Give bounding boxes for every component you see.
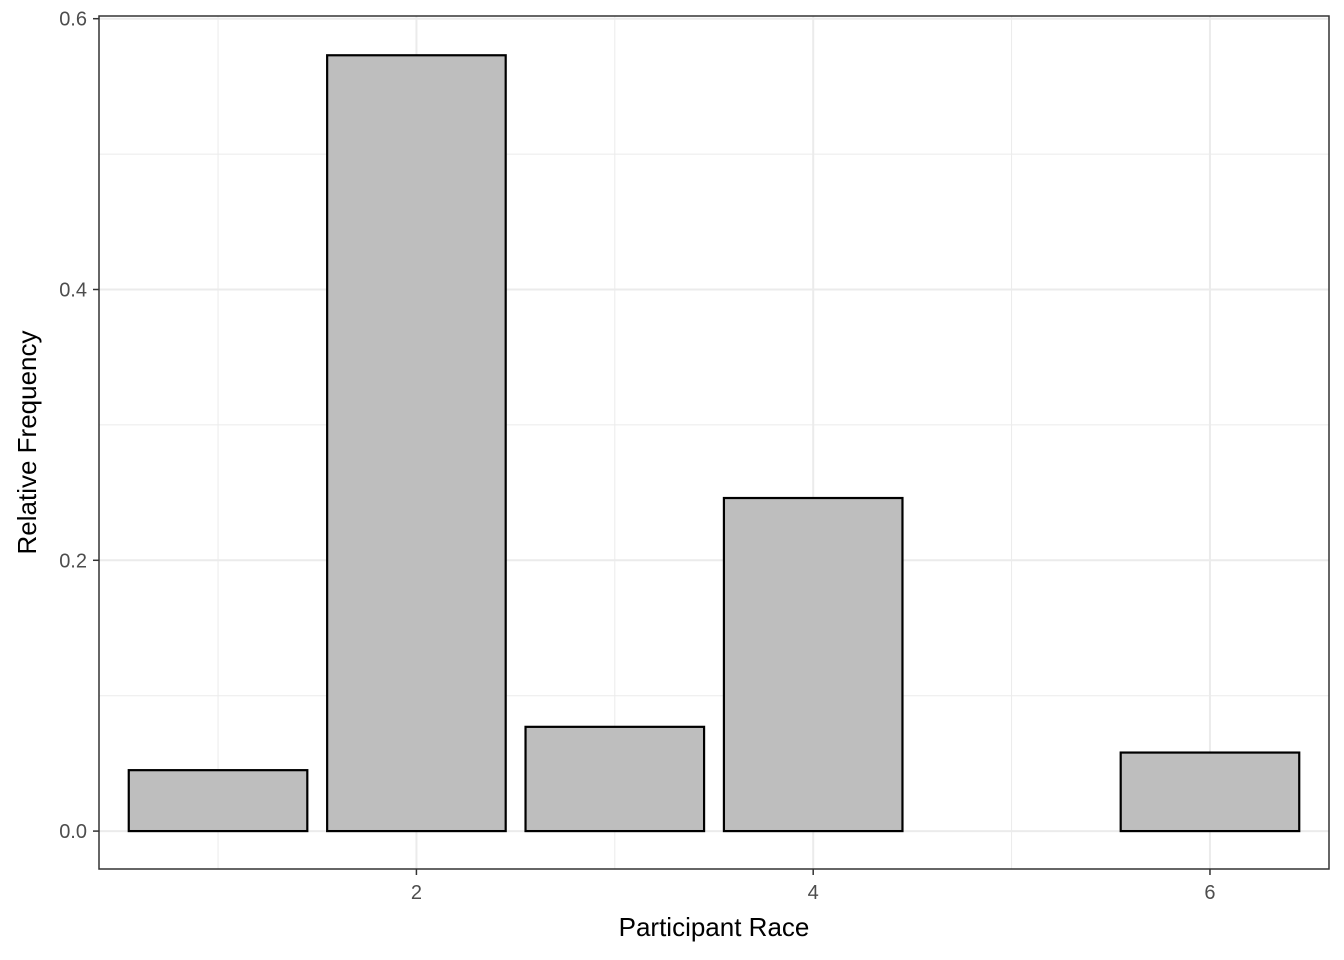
x-tick-label: 4 bbox=[808, 882, 819, 904]
x-axis-ticks: 2 4 6 bbox=[411, 869, 1216, 904]
bar bbox=[722, 496, 904, 833]
minor-gridlines bbox=[99, 16, 1329, 869]
x-tick-label: 6 bbox=[1204, 882, 1215, 904]
y-tick-label: 0.0 bbox=[59, 821, 87, 843]
y-tick-label: 0.4 bbox=[59, 280, 87, 302]
x-tick-label: 2 bbox=[411, 882, 422, 904]
bar bbox=[524, 725, 706, 833]
y-axis-title: Relative Frequency bbox=[12, 331, 42, 555]
bar bbox=[1119, 751, 1301, 833]
plot-panel-border bbox=[98, 15, 1330, 870]
bar bbox=[326, 54, 507, 833]
y-tick-label: 0.6 bbox=[59, 9, 87, 31]
major-gridlines bbox=[99, 16, 1329, 869]
bar bbox=[127, 769, 309, 833]
bars bbox=[127, 54, 1301, 833]
y-tick-label: 0.2 bbox=[59, 550, 87, 572]
y-axis-ticks: 0.0 0.2 0.4 0.6 bbox=[59, 9, 99, 843]
x-axis-title: Participant Race bbox=[619, 912, 810, 942]
